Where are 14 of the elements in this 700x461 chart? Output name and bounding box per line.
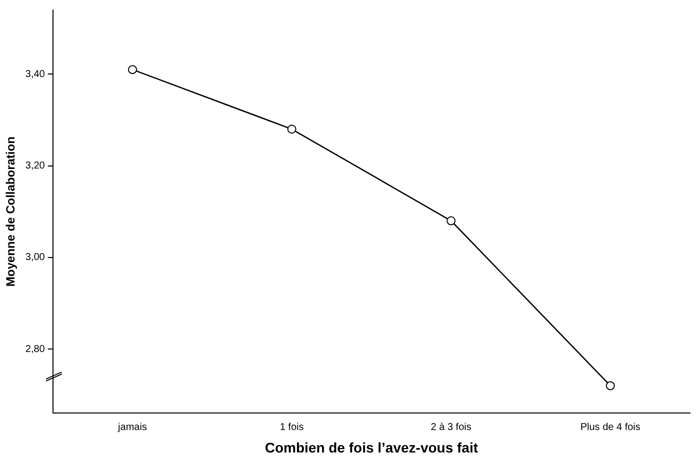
x-tick-label: 2 à 3 fois — [430, 422, 472, 433]
x-tick-label: Plus de 4 fois — [580, 422, 640, 433]
y-axis-title: Moyenne de Collaboration — [4, 136, 18, 287]
y-tick-label: 2,80 — [25, 344, 46, 355]
point — [446, 216, 456, 226]
x-tick-label: jamais — [117, 422, 147, 433]
x-axis-title: Combien de fois l’avez-vous fait — [264, 439, 478, 456]
point — [287, 124, 296, 134]
point — [128, 65, 138, 74]
y-tick-label: 3,20 — [25, 160, 46, 172]
x-tick-label: 1 fois — [280, 422, 304, 433]
y-tick-label: 3,40 — [25, 68, 46, 80]
point — [606, 381, 615, 390]
y-tick-label: 3,00 — [25, 252, 46, 264]
